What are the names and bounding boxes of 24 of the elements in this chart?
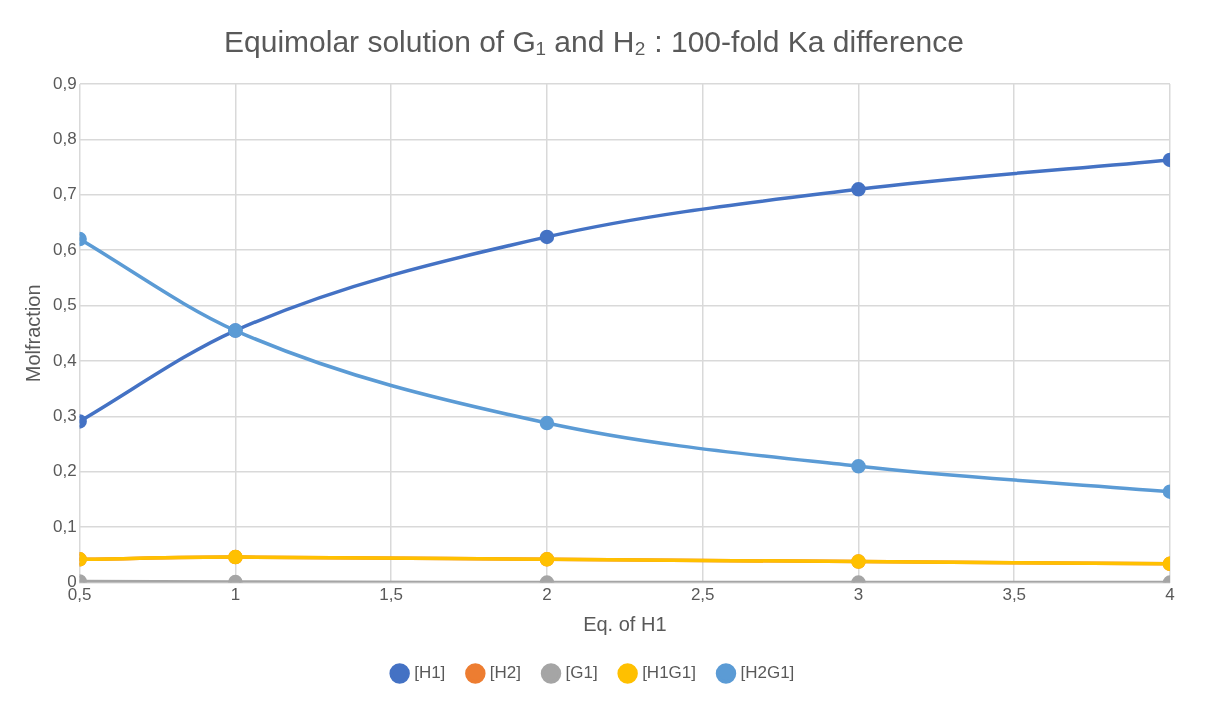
- x-tick-label: 1: [230, 585, 241, 605]
- y-tick-label: 0,6: [52, 239, 77, 259]
- x-tick-label: 4: [1165, 585, 1175, 605]
- y-tick-label: 0,3: [52, 406, 77, 426]
- legend-label: [H1]: [414, 663, 446, 683]
- x-tick-label: 3,5: [1002, 585, 1027, 605]
- x-tick-label: 2: [542, 585, 552, 605]
- y-tick-label: 0,5: [52, 295, 77, 315]
- y-tick-label: 0,7: [52, 184, 77, 204]
- legend-label: [G1]: [565, 663, 598, 683]
- x-tick-label: 1,5: [379, 585, 403, 605]
- legend-label: [H2]: [489, 663, 522, 683]
- chart-title: Equimolar solution of G₁ and H₂ : 100-fold Ka difference: [224, 25, 964, 59]
- y-tick-label: 0,2: [52, 461, 77, 481]
- legend-label: [H2G1]: [740, 663, 795, 683]
- legend-label: [H1G1]: [642, 663, 696, 683]
- y-axis-title: Molfraction: [21, 284, 44, 383]
- y-tick-label: 0,8: [52, 129, 77, 149]
- x-axis-title: Eq. of H1: [583, 612, 667, 635]
- y-tick-label: 0,1: [52, 516, 77, 536]
- y-tick-label: 0,9: [52, 73, 77, 93]
- y-tick-label: 0,4: [52, 350, 77, 370]
- x-tick-label: 2,5: [690, 585, 715, 605]
- x-tick-label: 3: [853, 585, 864, 605]
